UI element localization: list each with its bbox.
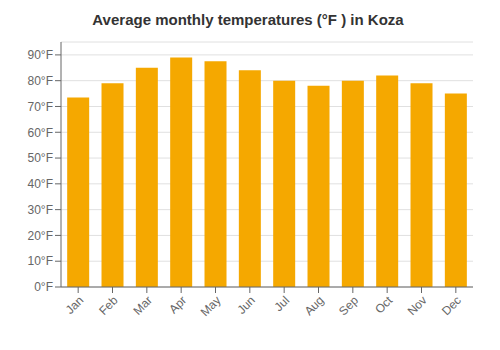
svg-text:0°F: 0°F (34, 280, 53, 294)
svg-text:Feb: Feb (96, 293, 121, 318)
svg-text:Aug: Aug (302, 293, 327, 318)
svg-text:Dec: Dec (439, 293, 464, 318)
svg-text:Oct: Oct (372, 293, 396, 317)
svg-text:Jun: Jun (234, 293, 258, 317)
svg-text:80°F: 80°F (28, 74, 53, 88)
svg-text:90°F: 90°F (28, 48, 53, 62)
svg-text:Mar: Mar (130, 293, 155, 318)
svg-text:Apr: Apr (166, 293, 189, 316)
svg-text:70°F: 70°F (28, 100, 53, 114)
svg-text:May: May (198, 293, 224, 319)
svg-text:20°F: 20°F (28, 229, 53, 243)
svg-text:10°F: 10°F (28, 254, 53, 268)
svg-text:30°F: 30°F (28, 203, 53, 217)
svg-text:40°F: 40°F (28, 177, 53, 191)
html-text:Average monthly temperatures (: Average monthly temperatures (°F ) in Ko… (92, 11, 404, 28)
svg-text:60°F: 60°F (28, 126, 53, 140)
svg-text:Jul: Jul (272, 293, 293, 314)
svg-text:Jan: Jan (63, 293, 87, 317)
svg-text:Sep: Sep (336, 293, 361, 318)
svg-text:50°F: 50°F (28, 151, 53, 165)
svg-text:Nov: Nov (405, 293, 430, 318)
